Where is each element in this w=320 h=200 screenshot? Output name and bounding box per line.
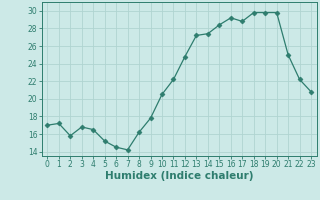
X-axis label: Humidex (Indice chaleur): Humidex (Indice chaleur): [105, 171, 253, 181]
